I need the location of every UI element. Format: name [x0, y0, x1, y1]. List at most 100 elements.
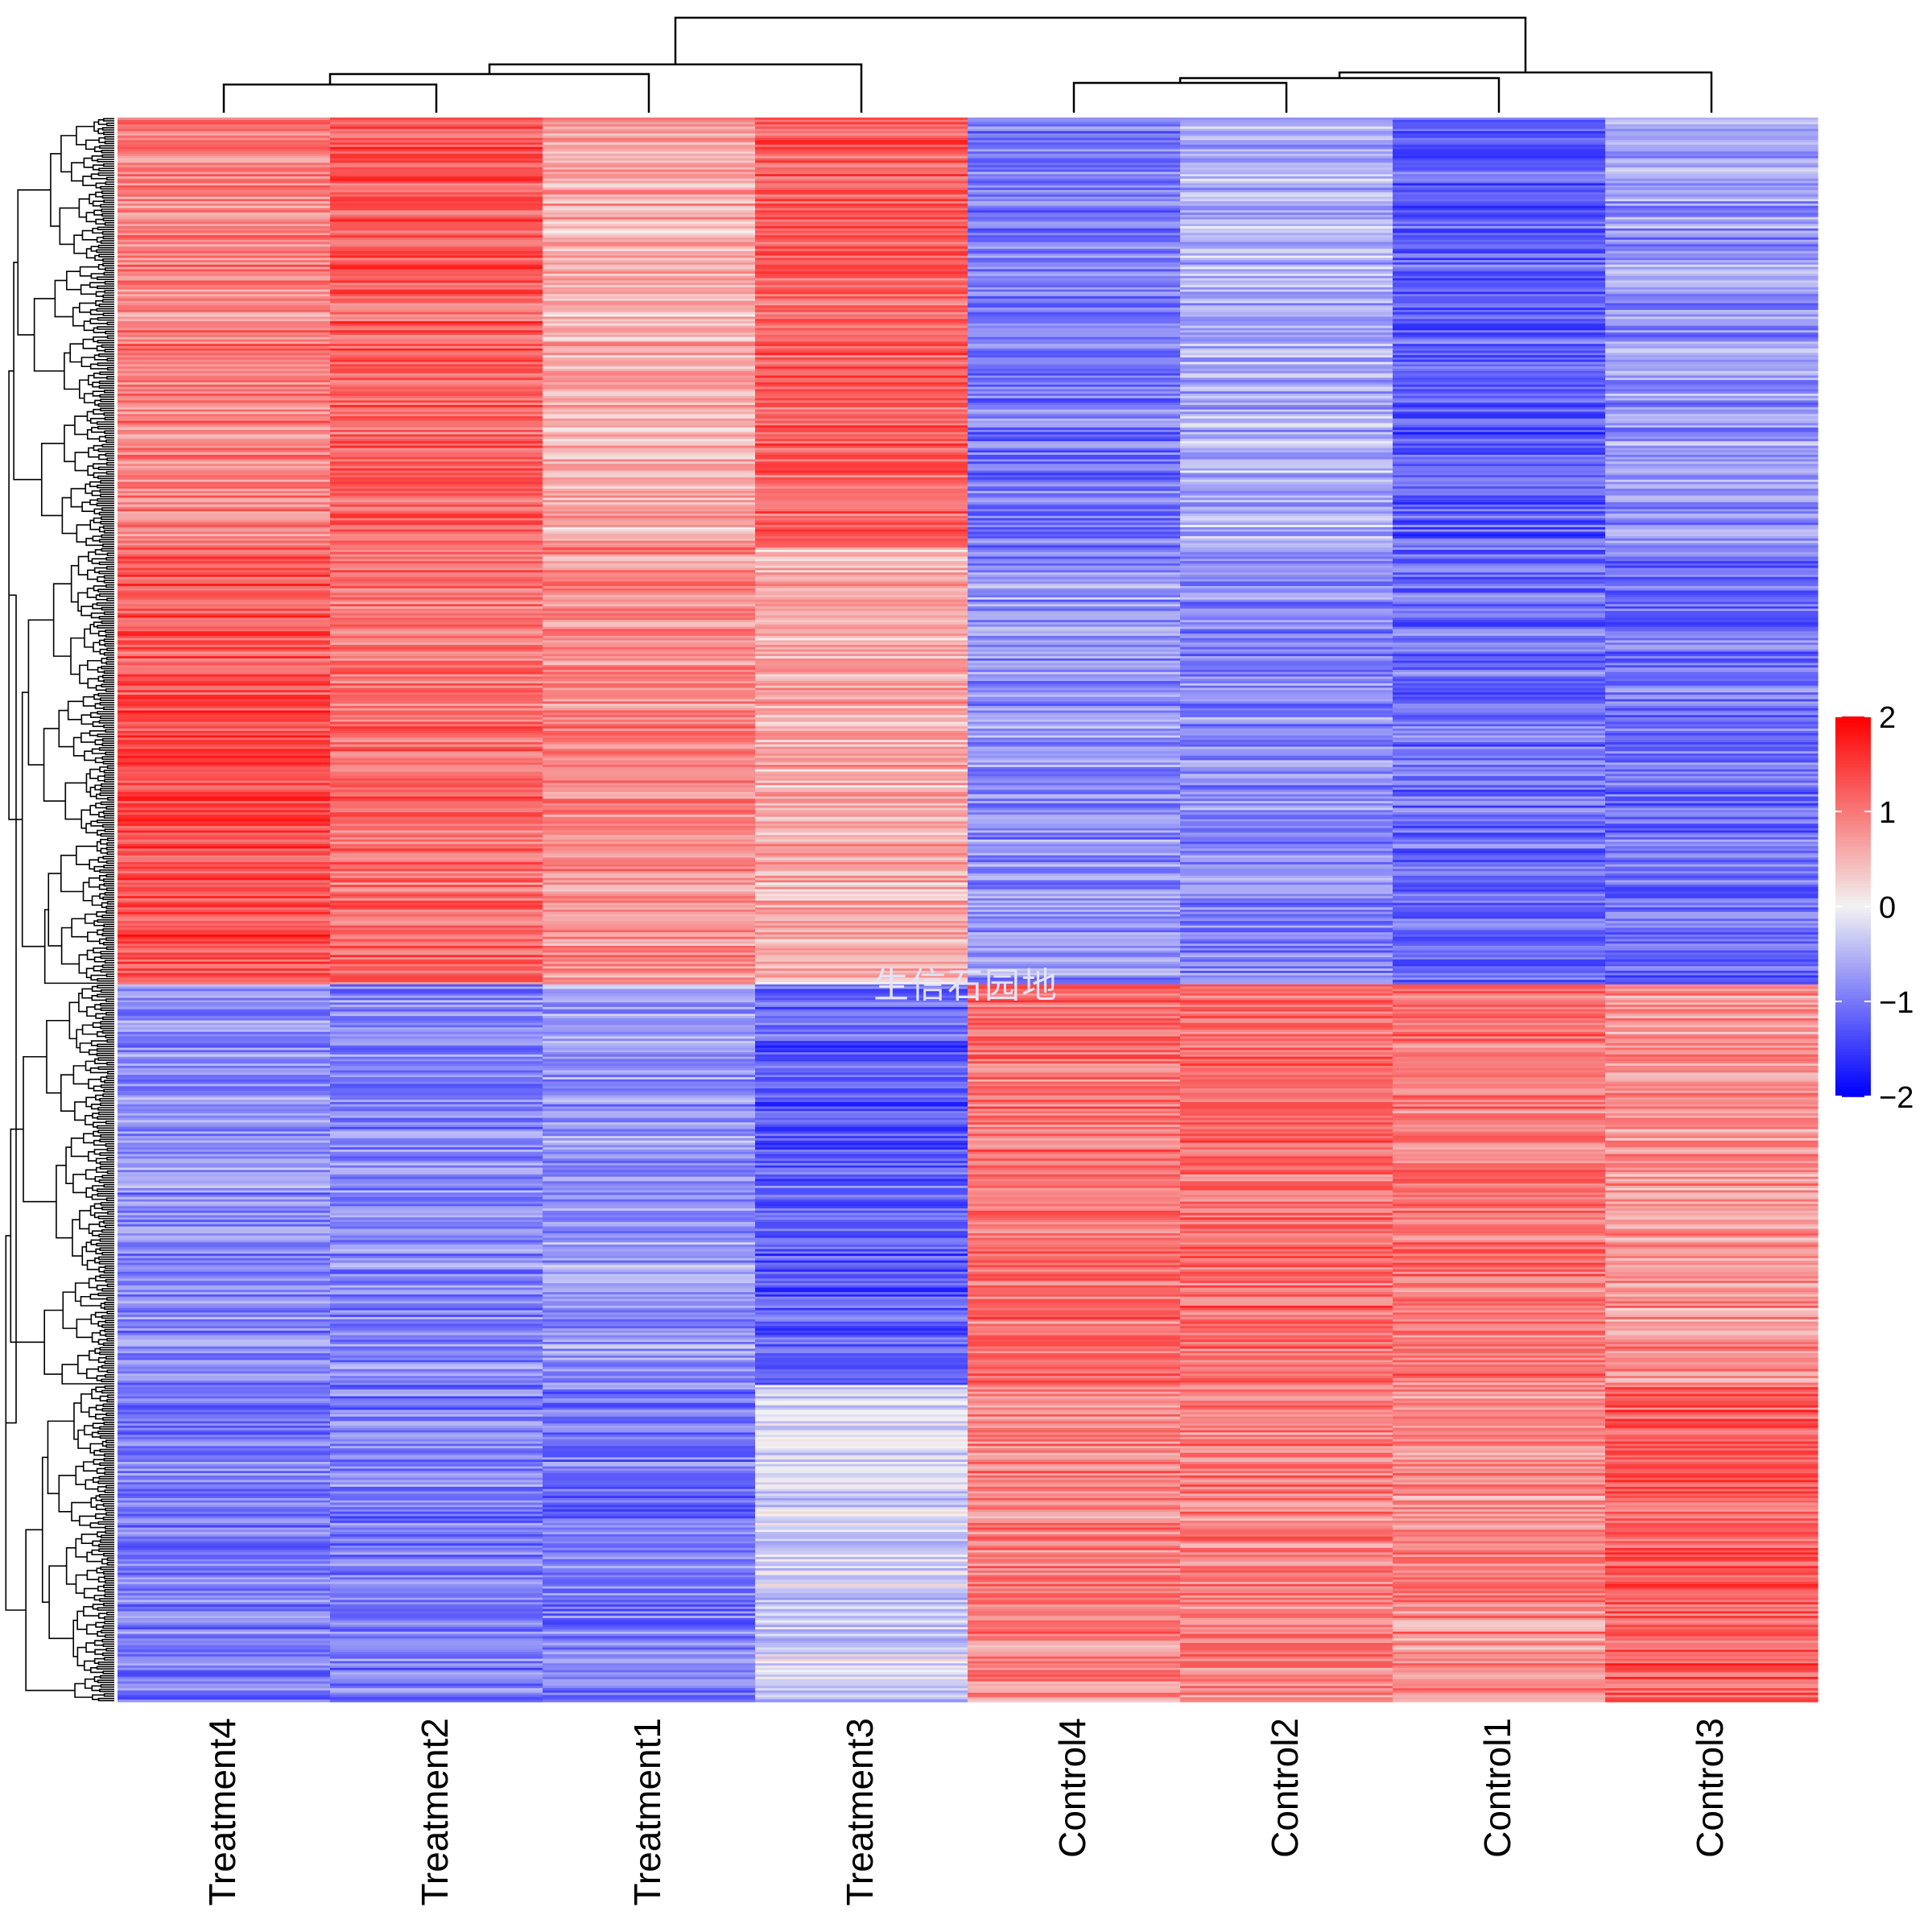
heatmap-cell: [1180, 925, 1393, 929]
heatmap-cell: [1180, 1158, 1393, 1162]
heatmap-cell: [755, 289, 968, 293]
heatmap-cell: [1605, 746, 1818, 749]
heatmap-cell: [1393, 1353, 1606, 1356]
heatmap-cell: [543, 158, 756, 162]
heatmap-cell: [118, 1423, 331, 1426]
heatmap-cell: [543, 135, 756, 138]
heatmap-cell: [330, 439, 543, 442]
heatmap-cell: [1180, 995, 1393, 999]
heatmap-cell: [1393, 1167, 1606, 1170]
heatmap-cell: [1393, 477, 1606, 481]
heatmap-cell: [968, 1396, 1181, 1399]
heatmap-cell: [543, 1416, 756, 1420]
heatmap-cell: [755, 705, 968, 709]
heatmap-cell: [755, 574, 968, 578]
heatmap-cell: [1605, 701, 1818, 704]
heatmap-cell: [1393, 1063, 1606, 1067]
heatmap-cell: [118, 721, 331, 725]
heatmap-cell: [1605, 228, 1818, 232]
heatmap-cell: [1180, 1351, 1393, 1354]
heatmap-cell: [330, 1360, 543, 1363]
heatmap-cell: [1605, 839, 1818, 843]
heatmap-cell: [543, 873, 756, 877]
heatmap-cell: [968, 520, 1181, 523]
heatmap-cell: [118, 468, 331, 472]
heatmap-cell: [1393, 585, 1606, 589]
heatmap-cell: [1180, 151, 1393, 155]
heatmap-cell: [1393, 921, 1606, 924]
heatmap-cell: [330, 993, 543, 997]
heatmap-cell: [1180, 278, 1393, 282]
heatmap-cell: [1180, 1038, 1393, 1042]
heatmap-cell: [330, 1427, 543, 1431]
heatmap-cell: [968, 554, 1181, 558]
heatmap-cell: [755, 595, 968, 598]
heatmap-cell: [1180, 694, 1393, 698]
heatmap-cell: [118, 1285, 331, 1289]
heatmap-cell: [1605, 601, 1818, 605]
heatmap-cell: [1605, 540, 1818, 544]
heatmap-cell: [1180, 481, 1393, 485]
heatmap-cell: [1605, 237, 1818, 241]
heatmap-cell: [1393, 957, 1606, 960]
heatmap-cell: [330, 332, 543, 336]
heatmap-cell: [755, 459, 968, 462]
heatmap-cell: [968, 1077, 1181, 1080]
heatmap-cell: [968, 733, 1181, 737]
heatmap-cell: [968, 896, 1181, 899]
heatmap-cell: [1393, 1199, 1606, 1203]
heatmap-cell: [1393, 369, 1606, 372]
heatmap-cell: [755, 896, 968, 899]
heatmap-cell: [543, 1351, 756, 1354]
heatmap-cell: [755, 581, 968, 584]
heatmap-cell: [543, 980, 756, 983]
heatmap-cell: [118, 839, 331, 843]
heatmap-cell: [1180, 660, 1393, 664]
heatmap-cell: [755, 907, 968, 910]
heatmap-cell: [1180, 294, 1393, 297]
heatmap-cell: [330, 188, 543, 191]
heatmap-cell: [755, 1122, 968, 1125]
heatmap-cell: [118, 431, 331, 436]
heatmap-cell: [118, 1330, 331, 1334]
heatmap-cell: [118, 1158, 331, 1162]
heatmap-cell: [968, 509, 1181, 512]
heatmap-cell: [1180, 138, 1393, 141]
heatmap-cell: [1393, 1278, 1606, 1282]
heatmap-cell: [330, 493, 543, 497]
heatmap-cell: [1393, 1346, 1606, 1350]
heatmap-cell: [968, 821, 1181, 824]
heatmap-cell: [1393, 443, 1606, 447]
heatmap-cell: [543, 540, 756, 544]
heatmap-cell: [1393, 514, 1606, 517]
heatmap-cell: [330, 192, 543, 196]
heatmap-cell: [118, 751, 331, 754]
heatmap-cell: [755, 835, 968, 838]
heatmap-cell: [1180, 1117, 1393, 1121]
heatmap-cell: [1393, 905, 1606, 908]
heatmap-cell: [118, 316, 331, 320]
heatmap-cell: [755, 1095, 968, 1098]
heatmap-cell: [330, 959, 543, 963]
heatmap-cell: [330, 1142, 543, 1146]
heatmap-cell: [1393, 219, 1606, 222]
heatmap-cell: [968, 411, 1181, 415]
heatmap-cell: [118, 540, 331, 544]
heatmap-cell: [968, 1027, 1181, 1030]
heatmap-cell: [1393, 807, 1606, 811]
heatmap-cell: [1605, 1047, 1818, 1051]
heatmap-cell: [1393, 1319, 1606, 1323]
heatmap-cell: [1180, 1435, 1393, 1438]
heatmap-cell: [1393, 1210, 1606, 1214]
heatmap-cell: [543, 905, 756, 908]
heatmap-cell: [1605, 1315, 1818, 1318]
heatmap-cell: [543, 565, 756, 569]
heatmap-cell: [118, 1108, 331, 1112]
heatmap-cell: [543, 416, 756, 419]
heatmap-cell: [543, 1435, 756, 1438]
heatmap-cell: [543, 246, 756, 250]
heatmap-cell: [968, 934, 1181, 938]
heatmap-cell: [1605, 921, 1818, 924]
heatmap-cell: [755, 298, 968, 302]
heatmap-cell: [543, 910, 756, 913]
